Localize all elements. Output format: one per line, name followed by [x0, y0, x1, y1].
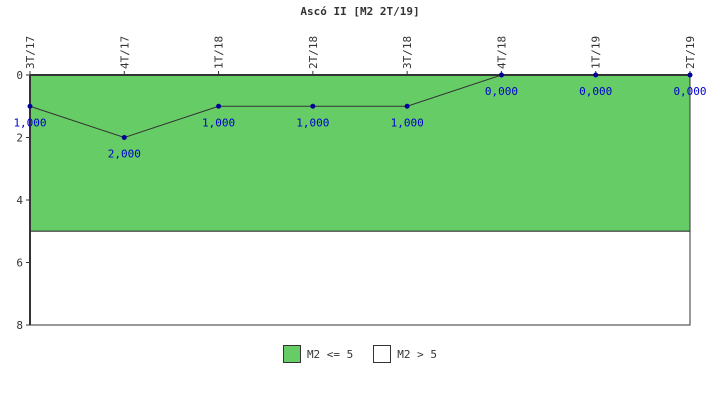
- band-0: [29, 74, 691, 232]
- data-point-0: [27, 103, 33, 109]
- y-tick-label-1: 2: [16, 132, 23, 145]
- y-tick-label-4: 8: [16, 319, 23, 332]
- bands-layer: [29, 74, 691, 326]
- x-tick-label-5: 4T/18: [495, 36, 508, 69]
- data-label-0: 1,000: [13, 116, 46, 129]
- legend-label-white: M2 > 5: [397, 347, 438, 361]
- y-tick-label-3: 6: [16, 257, 23, 270]
- y-tick-label-2: 4: [16, 194, 23, 207]
- legend: M2 <= 5 M2 > 5: [0, 345, 720, 363]
- x-tick-label-4: 3T/18: [401, 36, 414, 69]
- y-tick-label-0: 0: [16, 69, 23, 82]
- data-label-6: 0,000: [579, 85, 612, 98]
- x-tick-label-0: 3T/17: [24, 36, 37, 69]
- x-tick-label-1: 4T/17: [118, 36, 131, 69]
- data-label-7: 0,000: [673, 85, 706, 98]
- data-point-6: [593, 72, 599, 78]
- line-layer: [27, 72, 693, 140]
- data-label-3: 1,000: [296, 116, 329, 129]
- data-point-4: [404, 103, 410, 109]
- x-tick-label-2: 1T/18: [213, 36, 226, 69]
- legend-item-green: M2 <= 5: [282, 345, 354, 363]
- legend-label-green: M2 <= 5: [306, 347, 354, 361]
- chart-title: Ascó II [M2 2T/19]: [300, 5, 419, 18]
- data-point-2: [216, 103, 222, 109]
- x-tick-label-7: 2T/19: [684, 36, 697, 69]
- data-label-5: 0,000: [485, 85, 518, 98]
- data-point-7: [687, 72, 693, 78]
- data-point-1: [121, 135, 127, 140]
- series-line-0: [29, 74, 690, 139]
- x-tick-label-6: 1T/19: [590, 36, 603, 69]
- labels-layer: 1,000 2,000 1,000 1,000 1,000 0,000 0,000 0,000: [13, 85, 706, 161]
- band-1: [29, 230, 691, 326]
- x-tick-label-3: 2T/18: [307, 36, 320, 69]
- data-point-3: [310, 103, 316, 109]
- legend-swatch-green: [282, 345, 301, 363]
- data-label-4: 1,000: [391, 116, 424, 129]
- legend-swatch-white: [373, 345, 392, 363]
- data-label-1: 2,000: [108, 148, 141, 161]
- legend-item-white: M2 > 5: [373, 345, 437, 363]
- data-label-2: 1,000: [202, 116, 235, 129]
- data-point-5: [498, 72, 504, 78]
